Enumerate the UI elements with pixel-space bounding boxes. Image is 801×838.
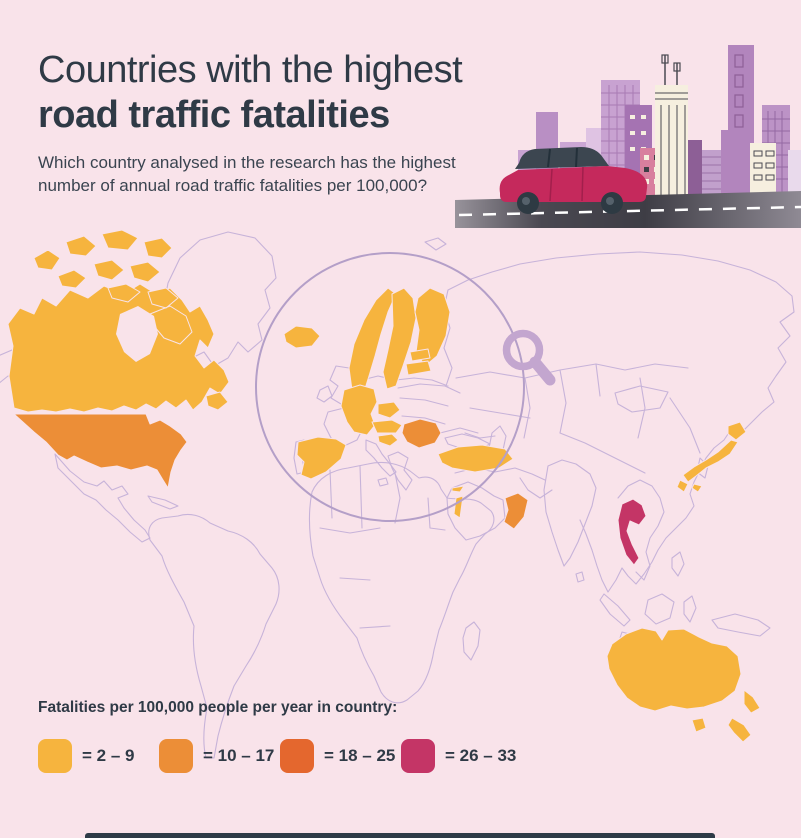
road-center-line (458, 205, 801, 217)
legend-swatch-18-25 (280, 739, 314, 773)
country-canada (7, 283, 230, 413)
subtitle-line1: Which country analysed in the research h… (38, 153, 456, 172)
outline-ireland (316, 385, 333, 403)
country-new-zealand (727, 689, 761, 743)
legend-row: = 2 – 9 = 10 – 17 = 18 – 25 = 26 – 33 (38, 739, 516, 773)
outline-africa-borders (319, 465, 446, 629)
outline-asia-borders (455, 363, 701, 474)
outline-svalbard (424, 237, 447, 251)
legend-text-10-17: = 10 – 17 (203, 746, 275, 765)
outline-south-america (148, 513, 280, 759)
car-cabin (515, 147, 609, 169)
legend-swatch-2-9 (38, 739, 72, 773)
legend-item-2-9: = 2 – 9 (38, 739, 159, 773)
country-turkey (437, 444, 514, 473)
city-illustration (455, 35, 801, 235)
magnifier-circle (255, 252, 525, 522)
map-countries (7, 229, 761, 743)
country-romania (401, 418, 442, 449)
legend-item-10-17: = 10 – 17 (159, 739, 280, 773)
magnifier-overlay (255, 252, 556, 522)
car-illustration (499, 147, 648, 214)
buildings (518, 45, 801, 200)
map-legend: Fatalities per 100,000 people per year i… (38, 699, 516, 773)
hudson-bay (116, 306, 158, 362)
world-map (0, 228, 801, 793)
legend-swatch-26-33 (401, 739, 435, 773)
outline-italy (365, 439, 397, 487)
country-estonia (409, 348, 431, 362)
legend-item-18-25: = 18 – 25 (280, 739, 401, 773)
outline-india (543, 459, 597, 583)
country-finland (414, 287, 451, 367)
legend-item-26-33: = 26 – 33 (401, 739, 516, 773)
subtitle-line2: number of annual road traffic fatalities… (38, 176, 428, 195)
country-spain (296, 436, 347, 480)
country-japan (676, 421, 747, 493)
country-usa (13, 413, 188, 489)
country-austria (371, 419, 403, 434)
outline-mongolia (614, 385, 669, 413)
country-czechia (377, 401, 401, 419)
country-latvia (405, 360, 432, 376)
outline-madagascar (462, 621, 481, 661)
country-slovenia (377, 433, 399, 447)
outline-east-europe-borders (397, 383, 479, 434)
outline-greenland (162, 231, 277, 367)
title-line2: road traffic fatalities (38, 94, 390, 136)
country-cyprus (451, 485, 465, 493)
magnifying-glass-icon (502, 329, 556, 386)
country-germany (340, 384, 378, 436)
outline-africa (308, 461, 495, 704)
outline-central-america (54, 453, 151, 543)
outline-caribbean (147, 495, 179, 510)
legend-label: Fatalities per 100,000 people per year i… (38, 699, 398, 716)
legend-text-18-25: = 18 – 25 (324, 746, 396, 765)
country-oman (503, 492, 529, 530)
title-line1: Countries with the highest (38, 49, 463, 91)
outline-balkans-greece (387, 451, 413, 491)
great-lake (161, 412, 169, 418)
outline-arabia (446, 481, 506, 541)
legend-text-2-9: = 2 – 9 (82, 746, 135, 765)
subtitle: Which country analysed in the research h… (38, 151, 462, 197)
page-title: Countries with the highest road traffic … (38, 48, 463, 138)
country-iceland (283, 325, 321, 349)
legend-text-26-33: = 26 – 33 (445, 746, 517, 765)
country-canada-islands (33, 229, 229, 411)
header: Countries with the highest road traffic … (38, 48, 463, 197)
legend-swatch-10-17 (159, 739, 193, 773)
footer-bar (85, 833, 715, 838)
country-australia (606, 627, 742, 733)
country-sweden (382, 287, 417, 390)
outline-indochina (617, 479, 665, 581)
country-thailand (617, 498, 647, 566)
